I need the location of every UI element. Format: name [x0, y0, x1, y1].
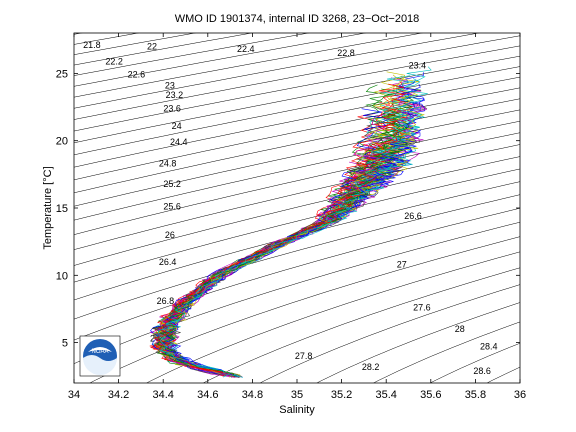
float-profile-line: [163, 140, 417, 377]
contour-label: 24: [172, 121, 182, 131]
x-tick-label: 35.8: [465, 389, 486, 401]
float-profile-line: [156, 105, 408, 375]
contour-label: 22: [147, 41, 157, 51]
chart-title: WMO ID 1901374, internal ID 3268, 23−Oct…: [175, 13, 420, 25]
contour-label: 26.6: [404, 211, 422, 221]
sigma-contour-line: [74, 132, 520, 235]
sigma-contour-line: [373, 321, 520, 383]
contour-label: 25.2: [163, 179, 181, 189]
float-profile-line: [157, 144, 397, 378]
sigma-contour-line: [316, 302, 520, 383]
plot-area: [74, 33, 520, 383]
y-tick-label: 5: [62, 338, 68, 350]
sigma-contour-line: [259, 284, 520, 383]
x-tick-label: 34.6: [197, 389, 218, 401]
x-tick-label: 34.4: [152, 389, 173, 401]
x-tick-label: 34.2: [108, 389, 129, 401]
contour-label: 28.4: [480, 342, 498, 352]
sigma-contour-line: [74, 33, 310, 76]
sigma-contour-line: [74, 33, 367, 87]
sigma-contour-line: [74, 33, 424, 98]
x-axis-ticks: 34 34.2 34.4 34.6 34.8 35 35.2 35.4 35.6 35.8 36: [68, 33, 526, 401]
float-profile-line: [158, 103, 413, 377]
contour-label: 28.6: [473, 366, 491, 376]
sigma-contour-line: [74, 66, 520, 156]
contour-label: 21.8: [83, 40, 101, 50]
y-axis-ticks: 5 10 15 20 25: [56, 68, 520, 350]
contour-label: 23: [165, 81, 175, 91]
contour-label: 26.4: [159, 257, 177, 267]
contour-label: 26.8: [157, 296, 175, 306]
sigma-contour-line: [74, 33, 140, 45]
contour-label: 27.8: [295, 351, 313, 361]
y-tick-label: 20: [56, 136, 68, 148]
sigma-contour-line: [74, 45, 520, 132]
x-tick-label: 35.2: [331, 389, 352, 401]
noaa-logo-text: NOAA: [91, 349, 108, 355]
contour-label: 27: [397, 260, 407, 270]
contour-label: 26: [165, 230, 175, 240]
density-contours: [74, 33, 520, 383]
sigma-contour-line: [203, 267, 520, 383]
sigma-contour-line: [74, 55, 520, 144]
sigma-contour-line: [89, 236, 520, 383]
sigma-contour-line: [74, 144, 520, 250]
sigma-contour-line: [74, 35, 520, 120]
sigma-contour-line: [74, 168, 520, 283]
float-profile-line: [149, 113, 392, 377]
sigma-contour-line: [74, 76, 520, 168]
sigma-contour-line: [74, 33, 254, 66]
contour-label: 25.6: [163, 202, 181, 212]
contour-label: 23.2: [166, 90, 184, 100]
contour-label: 24.4: [170, 137, 188, 147]
sigma-contour-line: [74, 87, 520, 181]
contour-label: 23.4: [409, 60, 427, 70]
x-axis-label: Salinity: [279, 404, 315, 416]
sigma-contour-line: [74, 120, 520, 221]
sigma-contour-line: [146, 251, 520, 383]
contour-label: 27.6: [413, 303, 431, 313]
contour-label: 28: [455, 324, 465, 334]
sigma-contour-line: [74, 156, 520, 266]
sigma-contour-line: [74, 98, 520, 194]
noaa-logo-icon: NOAA: [79, 335, 121, 377]
float-profile-line: [156, 121, 408, 378]
sigma-contour-line: [74, 181, 520, 301]
float-profiles: [149, 66, 432, 378]
sigma-contour-line: [74, 33, 481, 109]
y-tick-label: 15: [56, 203, 68, 215]
x-tick-label: 34: [68, 389, 80, 401]
y-tick-label: 25: [56, 68, 68, 80]
contour-label: 22.4: [237, 44, 255, 54]
contour-label: 24.8: [159, 159, 177, 169]
contour-label: 22.2: [105, 56, 123, 66]
contour-label: 22.8: [337, 48, 355, 58]
sigma-contour-line: [486, 366, 520, 383]
y-axis-label: Temperature [°C]: [42, 166, 54, 249]
y-tick-label: 10: [56, 270, 68, 282]
x-tick-label: 36: [514, 389, 526, 401]
contour-label: 28.2: [362, 362, 380, 372]
contour-label: 23.6: [163, 103, 181, 113]
sigma-contour-line: [430, 342, 520, 383]
x-tick-label: 35.6: [420, 389, 441, 401]
sigma-contour-line: [74, 33, 197, 55]
float-profile-line: [155, 83, 405, 378]
sigma-contour-line: [74, 109, 520, 207]
x-tick-label: 34.8: [242, 389, 263, 401]
sigma-contour-line: [74, 207, 520, 341]
x-tick-label: 35.4: [375, 389, 396, 401]
x-tick-label: 35: [291, 389, 303, 401]
contour-label: 22.6: [128, 70, 146, 80]
